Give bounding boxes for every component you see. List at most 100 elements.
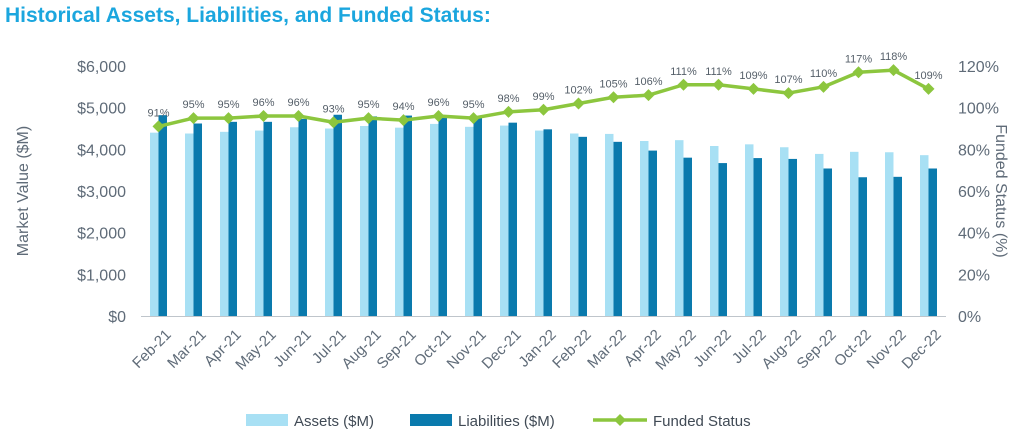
funded-status-marker [327, 116, 340, 129]
assets-bar [430, 123, 439, 317]
assets-bar [640, 141, 649, 316]
funded-status-data-label: 99% [532, 91, 554, 103]
funded-status-marker [362, 112, 375, 125]
y-tick-label: $5,000 [77, 101, 126, 118]
legend-funded-label: Funded Status [653, 413, 751, 430]
funded-status-data-label: 111% [705, 66, 732, 78]
assets-bar [815, 153, 824, 316]
liabilities-bar [753, 158, 762, 316]
funded-status-data-label: 98% [497, 93, 519, 105]
liabilities-bar [543, 129, 552, 316]
assets-bar [290, 127, 299, 316]
y2-tick-label: 60% [958, 184, 990, 201]
legend-assets-label: Assets ($M) [294, 413, 374, 430]
y-tick-label: $4,000 [77, 142, 126, 159]
funded-status-data-label: 109% [739, 70, 767, 82]
funded-status-marker [677, 78, 690, 91]
funded-status-data-label: 96% [287, 97, 309, 109]
assets-bar [325, 128, 334, 316]
funded-status-marker [712, 78, 725, 91]
y-tick-label: $1,000 [77, 267, 126, 284]
funded-status-data-label: 111% [670, 66, 697, 78]
funded-status-marker [152, 120, 165, 133]
funded-status-marker [817, 80, 830, 93]
assets-bar [570, 133, 579, 316]
funded-status-data-label: 93% [322, 103, 344, 115]
liabilities-bar [438, 116, 447, 316]
liabilities-bar [823, 168, 832, 316]
y-tick-label: $2,000 [77, 226, 126, 243]
y2-tick-label: 80% [958, 142, 990, 159]
assets-bar [395, 127, 404, 317]
assets-bar [920, 155, 929, 316]
funded-status-marker [467, 112, 480, 125]
y-tick-label: $3,000 [77, 184, 126, 201]
y2-tick-label: 40% [958, 226, 990, 243]
liabilities-bar [508, 122, 517, 317]
liabilities-bar [683, 157, 692, 316]
assets-bar [675, 140, 684, 316]
liabilities-bar [403, 115, 412, 316]
x-tick-label: Feb-22 [549, 326, 595, 372]
funded-status-data-label: 95% [462, 99, 484, 111]
funded-status-data-label: 117% [845, 53, 873, 65]
funded-status-marker [782, 87, 795, 100]
funded-status-marker [747, 82, 760, 95]
liabilities-bar [788, 158, 797, 316]
funded-status-data-label: 107% [774, 74, 802, 86]
funded-status-marker [222, 112, 235, 125]
legend-funded-marker [614, 414, 626, 426]
y2-tick-label: 20% [958, 267, 990, 284]
funded-status-data-label: 95% [182, 99, 204, 111]
assets-bar [710, 146, 719, 316]
y2-tick-label: 100% [958, 101, 999, 118]
funded-status-marker [397, 114, 410, 127]
assets-bar [885, 152, 894, 316]
funded-status-marker [432, 110, 445, 122]
legend-liabilities-swatch [410, 414, 452, 426]
assets-bar [500, 125, 509, 316]
funded-status-data-label: 118% [880, 51, 908, 63]
funded-status-data-label: 95% [357, 99, 379, 111]
funded-status-marker [607, 91, 620, 104]
assets-bar [255, 130, 264, 316]
liabilities-bar [228, 121, 237, 316]
assets-bar [220, 131, 229, 316]
liabilities-bar [718, 163, 727, 316]
y-tick-label: $0 [108, 309, 126, 326]
funded-status-data-label: 110% [810, 68, 838, 80]
funded-status-marker [572, 97, 585, 110]
assets-bar [360, 126, 369, 316]
funded-status-data-label: 94% [392, 101, 414, 113]
funded-status-data-label: 106% [634, 76, 662, 88]
funded-status-data-label: 96% [252, 97, 274, 109]
funded-status-marker [257, 110, 270, 122]
liabilities-bar [893, 176, 902, 316]
x-tick-label: Jun-21 [270, 326, 314, 370]
assets-bar [780, 147, 789, 316]
chart-title: Historical Assets, Liabilities, and Fund… [5, 4, 491, 27]
liabilities-bar [158, 115, 167, 317]
liabilities-bar [298, 118, 307, 317]
y-tick-label: $6,000 [77, 59, 126, 76]
funded-status-marker [642, 89, 655, 102]
funded-status-marker [537, 103, 550, 116]
y2-axis-title: Funded Status (%) [992, 124, 1009, 257]
funded-status-data-label: 109% [914, 70, 942, 82]
funded-status-data-label: 95% [217, 99, 239, 111]
funded-status-data-label: 102% [564, 85, 592, 97]
funded-status-marker [187, 112, 200, 125]
assets-bar [185, 133, 194, 316]
funded-status-marker [922, 82, 935, 95]
liabilities-bar [193, 123, 202, 316]
assets-bar [150, 132, 159, 316]
assets-bar [605, 133, 614, 316]
liabilities-bar [368, 116, 377, 317]
liabilities-bar [648, 150, 657, 316]
funded-status-data-label: 105% [599, 78, 627, 90]
y2-tick-label: 120% [958, 59, 999, 76]
funded-status-marker [292, 110, 305, 122]
y-axis-title: Market Value ($M) [15, 126, 32, 256]
liabilities-bar [578, 136, 587, 316]
liabilities-bar [613, 141, 622, 316]
